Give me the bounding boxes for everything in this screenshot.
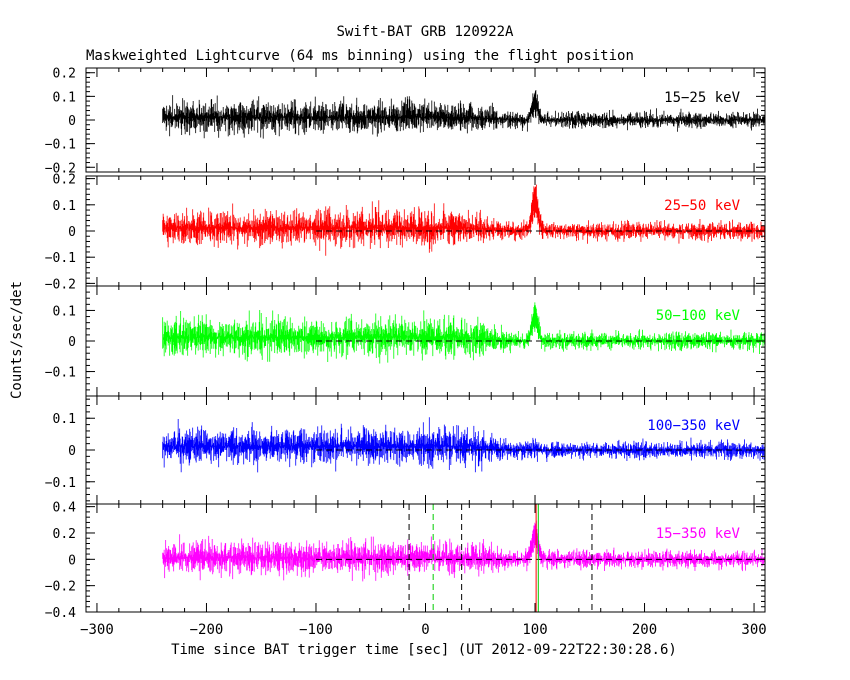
x-tick-label: 200 xyxy=(632,622,657,638)
y-tick-label-15-350-kev: 0.4 xyxy=(53,501,77,516)
y-tick-label-15-350-kev: −0.4 xyxy=(45,606,76,621)
y-tick-label-25-50-kev: 0.1 xyxy=(53,199,76,214)
panel-15-25-kev: −0.2 −0.1 0 0.1 0.2 15−25 keV xyxy=(45,67,766,176)
band-label-100-350-kev: 100−350 keV xyxy=(647,418,740,434)
series-15-25-kev xyxy=(162,89,765,139)
band-label-15-350-kev: 15−350 keV xyxy=(656,526,741,542)
y-tick-label-100-350-kev: −0.1 xyxy=(45,476,76,491)
band-label-50-100-kev: 50−100 keV xyxy=(656,308,741,324)
panel-25-50-kev: −0.2 −0.1 0 0.1 0.2 25−50 keV xyxy=(45,173,766,292)
y-tick-label-25-50-kev: −0.2 xyxy=(45,277,76,292)
x-axis-label: Time since BAT trigger time [sec] (UT 20… xyxy=(171,642,677,658)
band-label-25-50-kev: 25−50 keV xyxy=(664,198,740,214)
y-tick-label-25-50-kev: 0 xyxy=(68,225,76,240)
chart-subtitle: Maskweighted Lightcurve (64 ms binning) … xyxy=(86,48,634,64)
y-tick-label-50-100-kev: −0.1 xyxy=(45,366,76,381)
band-label-15-25-kev: 15−25 keV xyxy=(664,90,740,106)
y-tick-label-25-50-kev: 0.2 xyxy=(53,173,76,188)
panel-15-350-kev: −0.4 −0.2 0 0.2 0.4 15−350 keV xyxy=(45,501,766,621)
panels-group: −0.2 −0.1 0 0.1 0.2 15−25 keV −0.2 −0.1 0 0.1 0.2 2… xyxy=(45,67,766,621)
series-50-100-kev xyxy=(162,302,765,364)
x-tick-label: 300 xyxy=(741,622,766,638)
y-tick-label-15-350-kev: 0.2 xyxy=(53,527,76,542)
x-tick-label: −300 xyxy=(80,622,114,638)
y-tick-label-15-25-kev: −0.1 xyxy=(45,138,76,153)
y-tick-label-15-25-kev: −0.2 xyxy=(45,161,76,176)
y-tick-label-15-350-kev: 0 xyxy=(68,553,76,568)
y-tick-label-15-350-kev: −0.2 xyxy=(45,580,76,595)
chart-title: Swift-BAT GRB 120922A xyxy=(336,24,514,40)
y-tick-label-50-100-kev: 0.1 xyxy=(53,304,76,319)
x-tick-label: 0 xyxy=(421,622,429,638)
y-tick-label-15-25-kev: 0 xyxy=(68,114,76,129)
y-tick-label-15-25-kev: 0.2 xyxy=(53,67,76,82)
x-tick-label: −200 xyxy=(190,622,224,638)
x-axis: −300 −200 −100 0 100 200 300 xyxy=(80,622,767,638)
x-tick-label: 100 xyxy=(522,622,547,638)
y-tick-label-25-50-kev: −0.1 xyxy=(45,251,76,266)
y-tick-label-50-100-kev: 0 xyxy=(68,335,76,350)
y-tick-label-100-350-kev: 0.1 xyxy=(53,412,76,427)
y-tick-label-100-350-kev: 0 xyxy=(68,444,76,459)
y-tick-label-15-25-kev: 0.1 xyxy=(53,90,76,105)
y-axis-label: Counts/sec/det xyxy=(9,281,25,399)
x-tick-label: −100 xyxy=(299,622,333,638)
